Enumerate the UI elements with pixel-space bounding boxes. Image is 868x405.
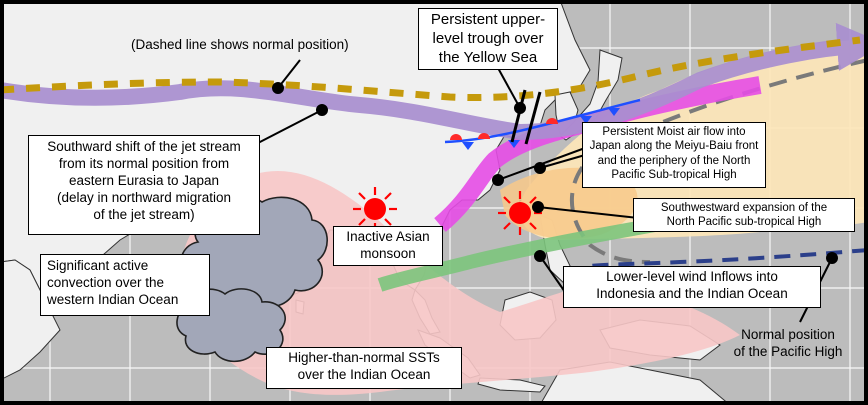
sun-icon (498, 191, 542, 235)
meiyu-baiu-front (444, 98, 641, 150)
upper-trough-label: Persistent upper- level trough over the … (418, 8, 558, 70)
jet-shift-label: Southward shift of the jet stream from i… (28, 135, 260, 235)
dashed-line-note: (Dashed line shows normal position) (131, 37, 349, 52)
land-arabia (4, 259, 61, 379)
indian-convection-label: Significant active convection over the w… (40, 254, 210, 316)
lower-wind-label: Lower-level wind Inflows into Indonesia … (563, 266, 821, 308)
jet-stream-normal (4, 36, 861, 102)
moist-air-label: Persistent Moist air flow into Japan alo… (582, 122, 766, 188)
sw-expansion-label: Southwestward expansion of the North Pac… (633, 198, 855, 232)
indian-sst-label: Higher-than-normal SSTs over the Indian … (266, 347, 462, 389)
jet-stream-shifted (4, 22, 864, 141)
land-java (477, 377, 546, 393)
callout-leaders (257, 59, 838, 323)
lower-wind-arrow (377, 218, 657, 292)
pacific-high-normal-label: Normal position of the Pacific High (733, 327, 843, 359)
upper-trough-marker (510, 89, 542, 145)
sun-icon (353, 187, 397, 231)
asian-monsoon-label: Inactive Asian monsoon (333, 226, 443, 266)
